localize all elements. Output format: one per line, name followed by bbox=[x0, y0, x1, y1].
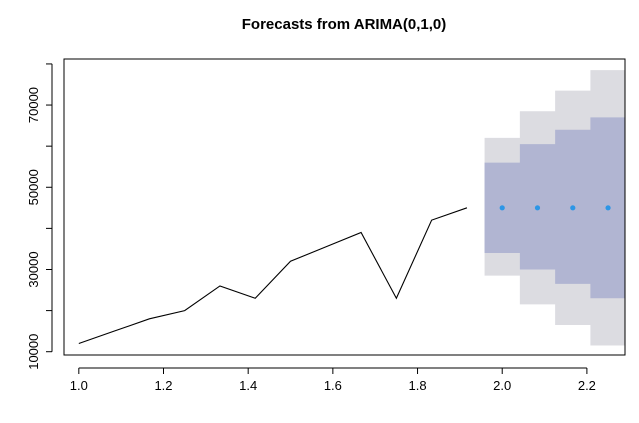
y-tick-label: 50000 bbox=[26, 169, 41, 205]
x-tick-label: 1.8 bbox=[408, 378, 426, 393]
y-axis: 10000 30000 50000 70000 bbox=[26, 63, 53, 370]
forecast-points bbox=[499, 205, 611, 211]
band-80 bbox=[484, 117, 625, 299]
x-tick-label: 1.2 bbox=[154, 378, 172, 393]
forecast-point bbox=[570, 205, 576, 211]
x-tick-label: 1.0 bbox=[70, 378, 88, 393]
x-axis: 1.0 1.2 1.4 1.6 1.8 2.0 2.2 bbox=[70, 367, 596, 393]
chart-title: Forecasts from ARIMA(0,1,0) bbox=[242, 16, 447, 33]
y-tick-label: 30000 bbox=[26, 251, 41, 287]
history-series bbox=[78, 207, 468, 345]
y-tick-label: 10000 bbox=[26, 334, 41, 370]
forecast-point bbox=[499, 205, 505, 211]
x-tick-label: 1.4 bbox=[239, 378, 257, 393]
prediction-intervals bbox=[484, 70, 625, 346]
forecast-point bbox=[534, 205, 541, 211]
y-tick-label: 70000 bbox=[26, 87, 41, 123]
plot-frame bbox=[63, 58, 626, 356]
x-tick-label: 1.6 bbox=[324, 378, 342, 393]
x-tick-label: 2.0 bbox=[493, 378, 511, 393]
forecast-point bbox=[605, 205, 611, 211]
history-line bbox=[78, 207, 468, 345]
x-tick-label: 2.2 bbox=[578, 378, 596, 393]
